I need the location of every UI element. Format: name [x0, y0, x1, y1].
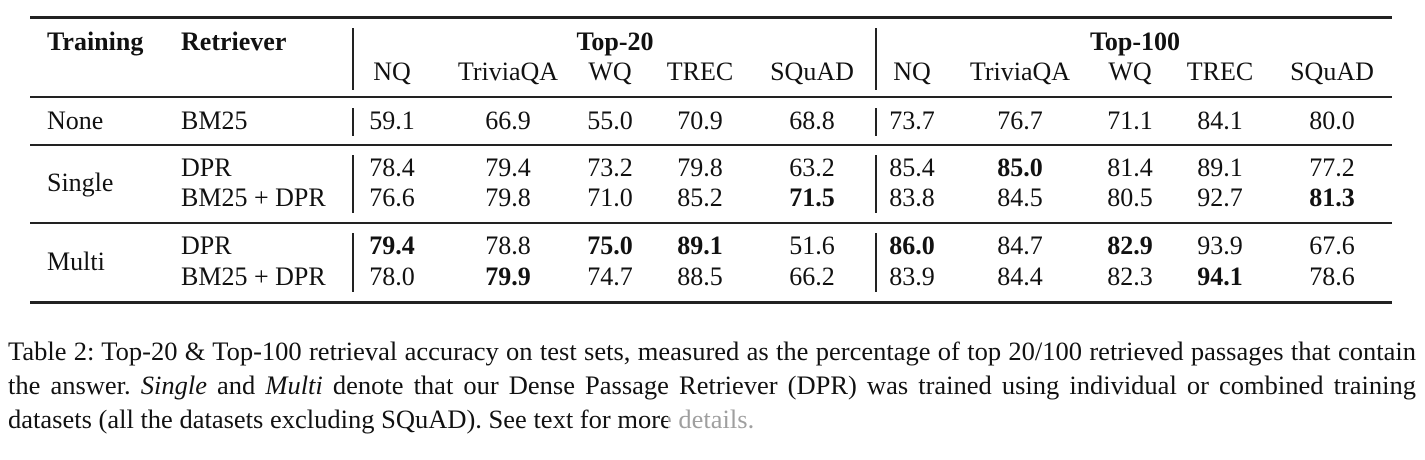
- table-cell: 85.2: [677, 183, 723, 212]
- table-cell: 79.4: [485, 153, 531, 182]
- table-cell: 89.1: [677, 231, 723, 260]
- header-dataset: SQuAD: [770, 57, 854, 86]
- table-cell: 70.9: [677, 106, 723, 135]
- table-cell: 79.4: [369, 231, 415, 260]
- table-cell: 81.4: [1107, 153, 1153, 182]
- caption-text: Table 2: Top-20 & Top-100 retrieval accu…: [8, 336, 1416, 400]
- table-cell: 71.0: [587, 183, 633, 212]
- retriever-label: DPR: [181, 231, 232, 260]
- table-cell: 66.2: [789, 262, 835, 291]
- column-divider: [875, 155, 877, 213]
- training-label: Multi: [47, 246, 105, 276]
- table-cell: 78.6: [1309, 262, 1355, 291]
- table-cell: 82.3: [1107, 262, 1153, 291]
- table-cell: 93.9: [1197, 231, 1243, 260]
- column-divider: [352, 155, 354, 213]
- header-dataset: TREC: [666, 57, 734, 86]
- table-cell: 81.3: [1309, 183, 1355, 212]
- caption-multi: Multi: [265, 370, 323, 400]
- training-label: None: [47, 106, 104, 135]
- column-divider: [352, 28, 354, 90]
- table-caption: Table 2: Top-20 & Top-100 retrieval accu…: [8, 334, 1416, 436]
- table-cell: 79.8: [485, 183, 531, 212]
- retriever-label: BM25 + DPR: [181, 183, 326, 212]
- header-top20: Top-20: [576, 27, 654, 56]
- top-rule: [30, 16, 1392, 19]
- retriever-label: DPR: [181, 153, 232, 182]
- table-cell: 79.8: [677, 153, 723, 182]
- table-cell: 83.8: [889, 183, 935, 212]
- table-cell: 83.9: [889, 262, 935, 291]
- table-cell: 79.9: [485, 262, 531, 291]
- table-cell: 84.5: [997, 183, 1043, 212]
- header-dataset: SQuAD: [1290, 57, 1374, 86]
- table-cell: 75.0: [587, 231, 633, 260]
- header-retriever: Retriever: [181, 27, 287, 56]
- table-cell: 71.1: [1107, 106, 1153, 135]
- header-dataset: TREC: [1186, 57, 1254, 86]
- header-dataset: TriviaQA: [969, 57, 1071, 86]
- table-cell: 85.4: [889, 153, 935, 182]
- caption-single: Single: [140, 370, 207, 400]
- table-cell: 80.5: [1107, 183, 1153, 212]
- training-label: Single: [47, 168, 114, 197]
- column-divider: [352, 108, 354, 136]
- table-cell: 73.2: [587, 153, 633, 182]
- header-rule: [30, 96, 1392, 98]
- column-divider: [875, 233, 877, 292]
- header-dataset: NQ: [373, 57, 411, 86]
- table-cell: 84.7: [997, 231, 1043, 260]
- column-divider: [875, 108, 877, 136]
- table-cell: 88.5: [677, 262, 723, 291]
- retriever-label: BM25 + DPR: [181, 262, 326, 291]
- table-cell: 78.4: [369, 153, 415, 182]
- table-cell: 85.0: [997, 153, 1043, 182]
- caption-text: and: [206, 370, 266, 400]
- table-cell: 68.8: [789, 106, 835, 135]
- table-cell: 74.7: [587, 262, 633, 291]
- table-cell: 89.1: [1197, 153, 1243, 182]
- table-cell: 76.7: [997, 106, 1043, 135]
- table-cell: 94.1: [1197, 262, 1243, 291]
- header-dataset: TriviaQA: [457, 57, 559, 86]
- header-dataset: NQ: [893, 57, 931, 86]
- bottom-rule: [30, 301, 1392, 304]
- table-cell: 78.0: [369, 262, 415, 291]
- group-rule: [30, 222, 1392, 224]
- group-rule: [30, 144, 1392, 146]
- table-cell: 78.8: [485, 231, 531, 260]
- table-cell: 84.1: [1197, 106, 1243, 135]
- table-cell: 63.2: [789, 153, 835, 182]
- caption-tail-watermarked: e details.: [660, 404, 755, 434]
- header-top100: Top-100: [1089, 27, 1181, 56]
- table-cell: 55.0: [587, 106, 633, 135]
- table-cell: 73.7: [889, 106, 935, 135]
- table-cell: 59.1: [369, 106, 415, 135]
- caption-text: denote that our Dense Passage Retriever …: [8, 370, 1416, 434]
- header-dataset: WQ: [588, 57, 632, 86]
- table-cell: 80.0: [1309, 106, 1355, 135]
- table-cell: 77.2: [1309, 153, 1355, 182]
- table-cell: 76.6: [369, 183, 415, 212]
- table-cell: 51.6: [789, 231, 835, 260]
- table-cell: 86.0: [889, 231, 935, 260]
- header-training: Training: [47, 27, 144, 56]
- table-cell: 66.9: [485, 106, 531, 135]
- column-divider: [875, 28, 877, 90]
- retriever-label: BM25: [181, 106, 248, 135]
- table-cell: 84.4: [997, 262, 1043, 291]
- table-cell: 82.9: [1107, 231, 1153, 260]
- table-cell: 67.6: [1309, 231, 1355, 260]
- table-cell: 71.5: [789, 183, 835, 212]
- table-cell: 92.7: [1197, 183, 1243, 212]
- header-dataset: WQ: [1108, 57, 1152, 86]
- column-divider: [352, 233, 354, 292]
